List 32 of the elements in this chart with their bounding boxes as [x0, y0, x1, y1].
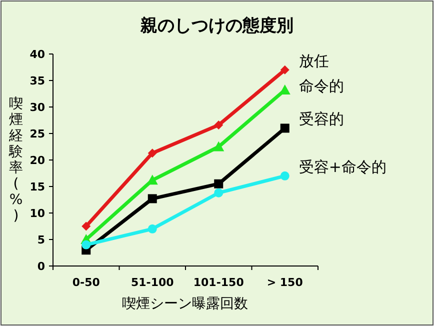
series-label: 放任 [298, 52, 329, 70]
x-tick-label: 0-50 [72, 276, 100, 289]
y-tick-label: 30 [30, 101, 46, 114]
point [148, 194, 157, 204]
point [214, 120, 224, 130]
y-tick-label: 40 [30, 48, 46, 61]
series-label: 命令的 [298, 76, 344, 95]
point [82, 222, 91, 231]
x-tick-label: > 150 [266, 276, 304, 289]
y-tick-label: 20 [30, 154, 46, 167]
y-axis-title: 喫煙経験率(%) [8, 96, 23, 224]
point [148, 148, 157, 158]
point [214, 179, 224, 188]
y-tick-label: 0 [37, 260, 46, 273]
x-tick-label: 101-150 [193, 276, 244, 289]
y-tick-label: 10 [30, 207, 46, 220]
point [280, 65, 290, 74]
y-tick-label: 25 [30, 128, 45, 140]
point [280, 171, 290, 180]
y-tick-label: 5 [37, 234, 45, 246]
point [148, 224, 157, 234]
y-tick-label: 35 [30, 74, 45, 88]
x-tick-label: 51-100 [130, 276, 174, 289]
point [213, 141, 224, 152]
chart-title: 親のしつけの態度別 [140, 16, 294, 36]
series-label: 受容+命令的 [298, 158, 386, 176]
series-label: 受容的 [298, 110, 344, 128]
x-axis-title: 喫煙シーン曝露回数 [122, 296, 248, 312]
point [280, 124, 290, 133]
y-tick-label: 15 [30, 180, 45, 194]
point [214, 188, 224, 198]
point [82, 240, 91, 250]
